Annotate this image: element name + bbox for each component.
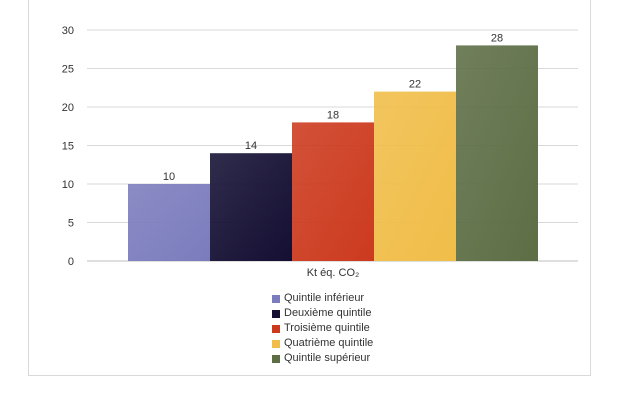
legend-item: Quintile supérieur <box>272 351 373 366</box>
legend-item: Quatrième quintile <box>272 336 373 351</box>
y-tick-label: 10 <box>62 179 74 191</box>
y-tick-label: 15 <box>62 141 74 153</box>
legend-item: Deuxième quintile <box>272 306 373 321</box>
legend-label: Troisième quintile <box>284 322 370 334</box>
bars <box>128 45 538 262</box>
legend-swatch <box>272 339 280 348</box>
data-labels: 10 14 18 22 28 <box>163 32 503 183</box>
y-tick-label: 25 <box>62 64 74 76</box>
legend-label: Quintile inférieur <box>284 292 365 304</box>
y-tick-label: 30 <box>62 25 74 37</box>
bar-5 <box>456 45 538 262</box>
legend-swatch <box>272 354 280 363</box>
bar-4 <box>374 91 456 261</box>
legend-swatch <box>272 294 280 303</box>
y-axis-ticks: 0 5 10 15 20 25 30 <box>62 25 74 268</box>
legend-swatch <box>272 324 280 333</box>
legend-label: Quintile supérieur <box>284 352 371 364</box>
chart-frame <box>28 0 591 376</box>
legend-label: Deuxième quintile <box>284 307 372 319</box>
data-label-2: 14 <box>245 140 257 152</box>
data-label-3: 18 <box>327 109 339 121</box>
legend-item: Troisième quintile <box>272 321 373 336</box>
bar-2 <box>210 153 292 261</box>
y-tick-label: 0 <box>68 256 74 268</box>
data-label-4: 22 <box>409 79 421 91</box>
legend: Quintile inférieur Deuxième quintile Trois… <box>272 291 373 366</box>
data-label-5: 28 <box>491 32 503 44</box>
legend-swatch <box>272 309 280 318</box>
data-label-1: 10 <box>163 171 175 183</box>
legend-item: Quintile inférieur <box>272 291 373 306</box>
y-tick-label: 20 <box>62 102 74 114</box>
bar-1 <box>128 184 210 261</box>
y-tick-label: 5 <box>68 218 74 230</box>
bar-3 <box>292 122 374 262</box>
x-category-label: Kt éq. CO₂ <box>307 267 360 279</box>
legend-label: Quatrième quintile <box>284 337 374 349</box>
